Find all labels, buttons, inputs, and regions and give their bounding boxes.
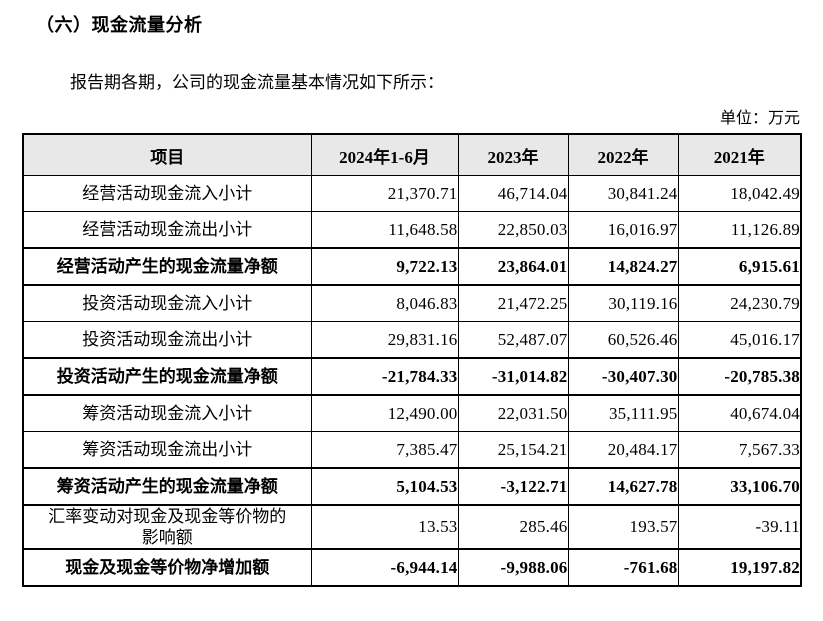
table-row: 经营活动产生的现金流量净额 9,722.13 23,864.01 14,824.… (22, 247, 802, 286)
table-row: 投资活动现金流出小计 29,831.16 52,487.07 60,526.46… (22, 321, 802, 359)
header-2023: 2023年 (457, 133, 569, 176)
row-label: 经营活动现金流出小计 (22, 211, 312, 249)
table-row: 筹资活动现金流出小计 7,385.47 25,154.21 20,484.17 … (22, 431, 802, 469)
row-value-2021: 45,016.17 (677, 321, 802, 359)
header-2021: 2021年 (677, 133, 802, 176)
row-value-2024h1: 12,490.00 (310, 394, 459, 432)
row-value-2024h1: -6,944.14 (310, 548, 459, 587)
row-value-2021: 33,106.70 (677, 467, 802, 506)
row-value-2023: -3,122.71 (457, 467, 569, 506)
row-value-2021: 19,197.82 (677, 548, 802, 587)
row-value-2022: 35,111.95 (567, 394, 679, 432)
row-value-2021: 7,567.33 (677, 431, 802, 469)
row-value-2023: 285.46 (457, 504, 569, 550)
table-body: 经营活动现金流入小计 21,370.71 46,714.04 30,841.24… (22, 175, 802, 587)
section-title: （六）现金流量分析 (36, 15, 203, 35)
table-row: 经营活动现金流出小计 11,648.58 22,850.03 16,016.97… (22, 211, 802, 249)
table-row: 投资活动产生的现金流量净额 -21,784.33 -31,014.82 -30,… (22, 357, 802, 396)
unit-label: 单位：万元 (719, 110, 800, 127)
row-value-2022: 60,526.46 (567, 321, 679, 359)
header-2024h1: 2024年1-6月 (310, 133, 459, 176)
row-value-2023: -31,014.82 (457, 357, 569, 396)
row-value-2023: 25,154.21 (457, 431, 569, 469)
table-row: 汇率变动对现金及现金等价物的 影响额 13.53 285.46 193.57 -… (22, 504, 802, 550)
row-value-2023: 22,031.50 (457, 394, 569, 432)
row-value-2021: 40,674.04 (677, 394, 802, 432)
document-page: { "page": { "title": "（六）现金流量分析", "intro… (0, 14, 823, 621)
row-value-2024h1: 7,385.47 (310, 431, 459, 469)
row-value-2021: -20,785.38 (677, 357, 802, 396)
row-label: 投资活动产生的现金流量净额 (22, 357, 312, 396)
row-value-2022: 30,841.24 (567, 175, 679, 212)
row-label: 筹资活动现金流入小计 (22, 394, 312, 432)
table-header-row: 项目 2024年1-6月 2023年 2022年 2021年 (22, 133, 802, 176)
row-value-2021: 6,915.61 (677, 247, 802, 286)
row-value-2022: 193.57 (567, 504, 679, 550)
row-value-2022: 14,627.78 (567, 467, 679, 506)
row-label: 经营活动现金流入小计 (22, 175, 312, 212)
header-item: 项目 (22, 133, 312, 176)
table-row: 经营活动现金流入小计 21,370.71 46,714.04 30,841.24… (22, 175, 802, 212)
row-value-2021: -39.11 (677, 504, 802, 550)
row-label: 筹资活动产生的现金流量净额 (22, 467, 312, 506)
row-label: 现金及现金等价物净增加额 (22, 548, 312, 587)
table-header: 项目 2024年1-6月 2023年 2022年 2021年 (22, 133, 802, 176)
row-value-2023: 22,850.03 (457, 211, 569, 249)
row-label: 投资活动现金流入小计 (22, 284, 312, 322)
row-value-2023: 52,487.07 (457, 321, 569, 359)
row-value-2024h1: 13.53 (310, 504, 459, 550)
row-value-2024h1: 29,831.16 (310, 321, 459, 359)
row-value-2022: -30,407.30 (567, 357, 679, 396)
cashflow-table: 项目 2024年1-6月 2023年 2022年 2021年 经营活动现金流入小… (22, 133, 802, 587)
row-value-2024h1: 5,104.53 (310, 467, 459, 506)
header-2022: 2022年 (567, 133, 679, 176)
row-value-2023: 46,714.04 (457, 175, 569, 212)
row-value-2024h1: -21,784.33 (310, 357, 459, 396)
row-value-2024h1: 8,046.83 (310, 284, 459, 322)
intro-paragraph: 报告期各期，公司的现金流量基本情况如下所示： (70, 73, 444, 92)
table-row: 投资活动现金流入小计 8,046.83 21,472.25 30,119.16 … (22, 284, 802, 322)
row-value-2024h1: 21,370.71 (310, 175, 459, 212)
table-row: 筹资活动产生的现金流量净额 5,104.53 -3,122.71 14,627.… (22, 467, 802, 506)
row-label: 投资活动现金流出小计 (22, 321, 312, 359)
row-value-2022: -761.68 (567, 548, 679, 587)
table-row: 筹资活动现金流入小计 12,490.00 22,031.50 35,111.95… (22, 394, 802, 432)
row-value-2023: 23,864.01 (457, 247, 569, 286)
row-value-2023: -9,988.06 (457, 548, 569, 587)
row-value-2021: 24,230.79 (677, 284, 802, 322)
row-label: 经营活动产生的现金流量净额 (22, 247, 312, 286)
row-label: 汇率变动对现金及现金等价物的 影响额 (22, 504, 312, 550)
row-value-2021: 11,126.89 (677, 211, 802, 249)
row-value-2022: 16,016.97 (567, 211, 679, 249)
row-value-2022: 30,119.16 (567, 284, 679, 322)
row-value-2023: 21,472.25 (457, 284, 569, 322)
row-value-2022: 20,484.17 (567, 431, 679, 469)
row-value-2022: 14,824.27 (567, 247, 679, 286)
row-value-2024h1: 9,722.13 (310, 247, 459, 286)
row-value-2021: 18,042.49 (677, 175, 802, 212)
row-value-2024h1: 11,648.58 (310, 211, 459, 249)
row-label: 筹资活动现金流出小计 (22, 431, 312, 469)
table-row: 现金及现金等价物净增加额 -6,944.14 -9,988.06 -761.68… (22, 548, 802, 587)
